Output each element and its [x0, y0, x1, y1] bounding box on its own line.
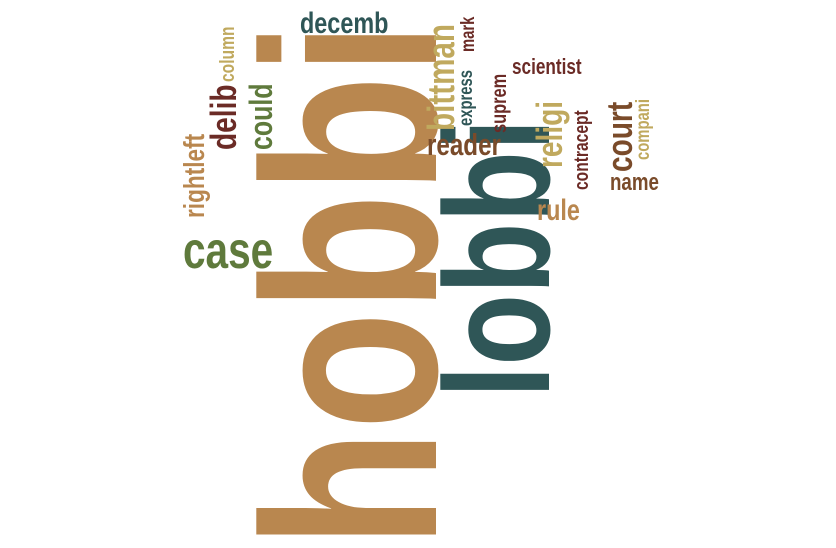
word-delib: delib — [203, 84, 244, 150]
word-religi: religi — [529, 100, 570, 168]
word-express: express — [456, 69, 477, 126]
word-mark: mark — [458, 16, 479, 52]
word-column: column — [217, 26, 239, 82]
word-rightleft: rightleft — [179, 133, 211, 218]
word-could: could — [243, 83, 279, 150]
word-name: name — [610, 169, 659, 196]
word-rule: rule — [537, 194, 580, 227]
word-decemb: decemb — [300, 7, 389, 40]
word-compani: compani — [633, 99, 654, 160]
word-case: case — [183, 222, 274, 280]
word-contracept: contracept — [571, 110, 593, 190]
word-scientist: scientist — [512, 54, 582, 79]
word-reader: reader — [427, 127, 501, 162]
word-suprem: suprem — [488, 73, 511, 133]
